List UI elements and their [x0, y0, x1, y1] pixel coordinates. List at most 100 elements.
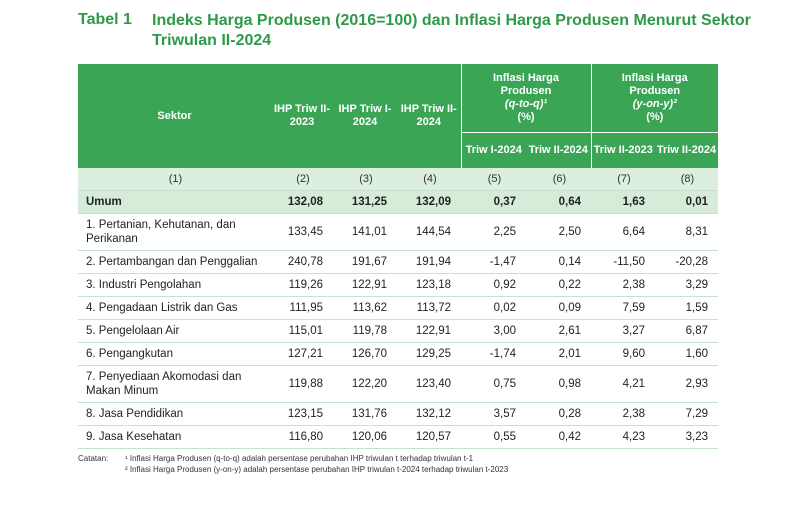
sector-name: 5. Pengelolaan Air — [78, 319, 271, 343]
cell-value: 113,72 — [397, 296, 461, 320]
yoy-line3: (y-on-y)² — [632, 98, 677, 110]
yoy-line2: Produsen — [629, 85, 681, 97]
cell-value: 3,00 — [461, 319, 526, 343]
cell-value: 0,55 — [461, 425, 526, 449]
sector-name: 9. Jasa Kesehatan — [78, 425, 271, 449]
cell-value: 0,37 — [461, 190, 526, 214]
cell-value: 119,26 — [271, 273, 333, 297]
sector-name: 2. Pertambangan dan Penggalian — [78, 250, 271, 274]
sector-name: 7. Penyediaan Akomodasi dan Makan Minum — [78, 365, 271, 403]
subheader-yoy-triw2-2023: Triw II-2023 — [590, 132, 655, 168]
cell-value: 123,18 — [397, 273, 461, 297]
cell-value: 115,01 — [271, 319, 333, 343]
cell-value: 122,91 — [333, 273, 397, 297]
notes-label: Catatan: — [78, 454, 109, 463]
cell-value: 4,23 — [591, 425, 655, 449]
col-number: (6) — [526, 168, 591, 191]
cell-value: 2,25 — [461, 213, 526, 251]
cell-value: 0,64 — [526, 190, 591, 214]
subheader-qtq-triw1-2024: Triw I-2024 — [460, 132, 526, 168]
table-row: 9. Jasa Kesehatan 116,80 120,06 120,57 0… — [78, 425, 718, 449]
sector-name: 4. Pengadaan Listrik dan Gas — [78, 296, 271, 320]
table-row-umum: Umum 132,08 131,25 132,09 0,37 0,64 1,63… — [78, 190, 718, 214]
cell-value: 131,25 — [333, 190, 397, 214]
cell-value: 3,57 — [461, 402, 526, 426]
header-inflasi-qtq: Inflasi Harga Produsen (q-to-q)¹ (%) — [460, 64, 591, 133]
cell-value: 0,92 — [461, 273, 526, 297]
qtq-line2: Produsen — [500, 85, 552, 97]
cell-value: -11,50 — [591, 250, 655, 274]
cell-value: 129,25 — [397, 342, 461, 366]
sector-name: 8. Jasa Pendidikan — [78, 402, 271, 426]
header-ihp-triw1-2024: IHP Triw I-2024 — [333, 64, 397, 168]
cell-value: 120,57 — [397, 425, 461, 449]
cell-value: 132,12 — [397, 402, 461, 426]
cell-value: 126,70 — [333, 342, 397, 366]
table-row: 8. Jasa Pendidikan 123,15 131,76 132,12 … — [78, 402, 718, 426]
col-number: (2) — [271, 168, 333, 191]
table-row: 6. Pengangkutan 127,21 126,70 129,25 -1,… — [78, 342, 718, 366]
col-number: (8) — [655, 168, 718, 191]
cell-value: 1,63 — [591, 190, 655, 214]
cell-value: -1,47 — [461, 250, 526, 274]
cell-value: 119,88 — [271, 365, 333, 403]
cell-value: -1,74 — [461, 342, 526, 366]
cell-value: 127,21 — [271, 342, 333, 366]
cell-value: 1,60 — [655, 342, 718, 366]
cell-value: 6,87 — [655, 319, 718, 343]
cell-value: 191,94 — [397, 250, 461, 274]
cell-value: 111,95 — [271, 296, 333, 320]
cell-value: 0,22 — [526, 273, 591, 297]
sector-name: Umum — [78, 190, 271, 214]
footnote-2: ² Inflasi Harga Produsen (y-on-y) adalah… — [125, 465, 509, 474]
cell-value: 2,93 — [655, 365, 718, 403]
cell-value: 0,09 — [526, 296, 591, 320]
cell-value: 132,08 — [271, 190, 333, 214]
cell-value: 123,15 — [271, 402, 333, 426]
cell-value: 191,67 — [333, 250, 397, 274]
cell-value: 7,29 — [655, 402, 718, 426]
col-number: (7) — [591, 168, 655, 191]
subheader-qtq-triw2-2024: Triw II-2024 — [526, 132, 591, 168]
table-caption: Indeks Harga Produsen (2016=100) dan Inf… — [152, 12, 751, 49]
sector-name: 1. Pertanian, Kehutanan, dan Perikanan — [78, 213, 271, 251]
cell-value: 0,02 — [461, 296, 526, 320]
footnote-1: ¹ Inflasi Harga Produsen (q-to-q) adalah… — [125, 454, 474, 463]
cell-value: 9,60 — [591, 342, 655, 366]
cell-value: 2,50 — [526, 213, 591, 251]
cell-value: 6,64 — [591, 213, 655, 251]
cell-value: 4,21 — [591, 365, 655, 403]
table-row: 1. Pertanian, Kehutanan, dan Perikanan 1… — [78, 213, 718, 251]
cell-value: 240,78 — [271, 250, 333, 274]
col-number: (3) — [333, 168, 397, 191]
table-row: 4. Pengadaan Listrik dan Gas 111,95 113,… — [78, 296, 718, 320]
cell-value: 2,38 — [591, 273, 655, 297]
sector-name: 3. Industri Pengolahan — [78, 273, 271, 297]
sector-name: 6. Pengangkutan — [78, 342, 271, 366]
cell-value: 2,61 — [526, 319, 591, 343]
table-row: 7. Penyediaan Akomodasi dan Makan Minum … — [78, 365, 718, 403]
cell-value: 0,14 — [526, 250, 591, 274]
cell-value: 2,38 — [591, 402, 655, 426]
cell-value: 0,75 — [461, 365, 526, 403]
cell-value: 0,01 — [655, 190, 718, 214]
cell-value: 8,31 — [655, 213, 718, 251]
cell-value: 122,20 — [333, 365, 397, 403]
cell-value: 0,28 — [526, 402, 591, 426]
column-number-row: (1) (2) (3) (4) (5) (6) (7) (8) — [78, 168, 718, 191]
cell-value: 7,59 — [591, 296, 655, 320]
cell-value: 1,59 — [655, 296, 718, 320]
cell-value: 132,09 — [397, 190, 461, 214]
col-number: (5) — [461, 168, 526, 191]
cell-value: 0,42 — [526, 425, 591, 449]
header-ihp-triw2-2024: IHP Triw II-2024 — [397, 64, 461, 168]
qtq-line4: (%) — [517, 111, 535, 123]
yoy-line1: Inflasi Harga — [621, 72, 688, 84]
cell-value: 116,80 — [271, 425, 333, 449]
cell-value: 119,78 — [333, 319, 397, 343]
cell-value: 3,23 — [655, 425, 718, 449]
header-sektor: Sektor — [78, 64, 271, 168]
cell-value: 144,54 — [397, 213, 461, 251]
header-ihp-triw2-2023: IHP Triw II-2023 — [271, 64, 333, 168]
table-row: 3. Industri Pengolahan 119,26 122,91 123… — [78, 273, 718, 297]
